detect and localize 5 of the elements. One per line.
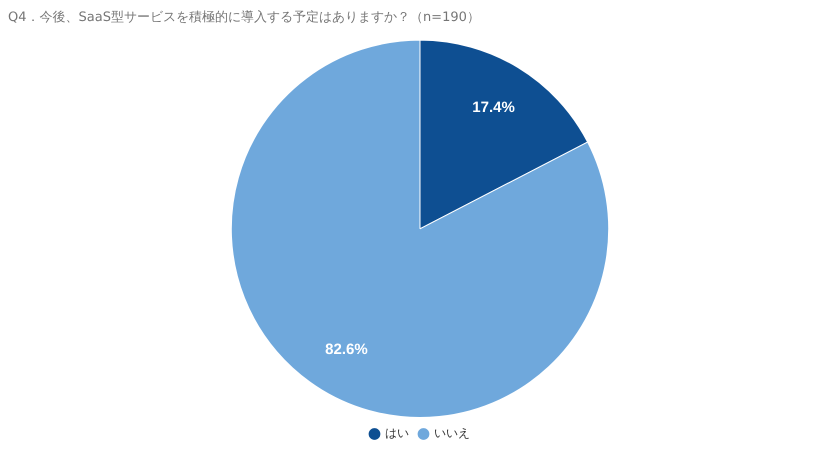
chart-title: Q4．今後、SaaS型サービスを積極的に導入する予定はありますか？（n=190） bbox=[8, 10, 480, 26]
data-label: 82.6% bbox=[325, 340, 368, 358]
legend-label: いいえ bbox=[434, 426, 470, 440]
data-label: 17.4% bbox=[472, 99, 515, 116]
legend-label: はい bbox=[385, 426, 409, 440]
